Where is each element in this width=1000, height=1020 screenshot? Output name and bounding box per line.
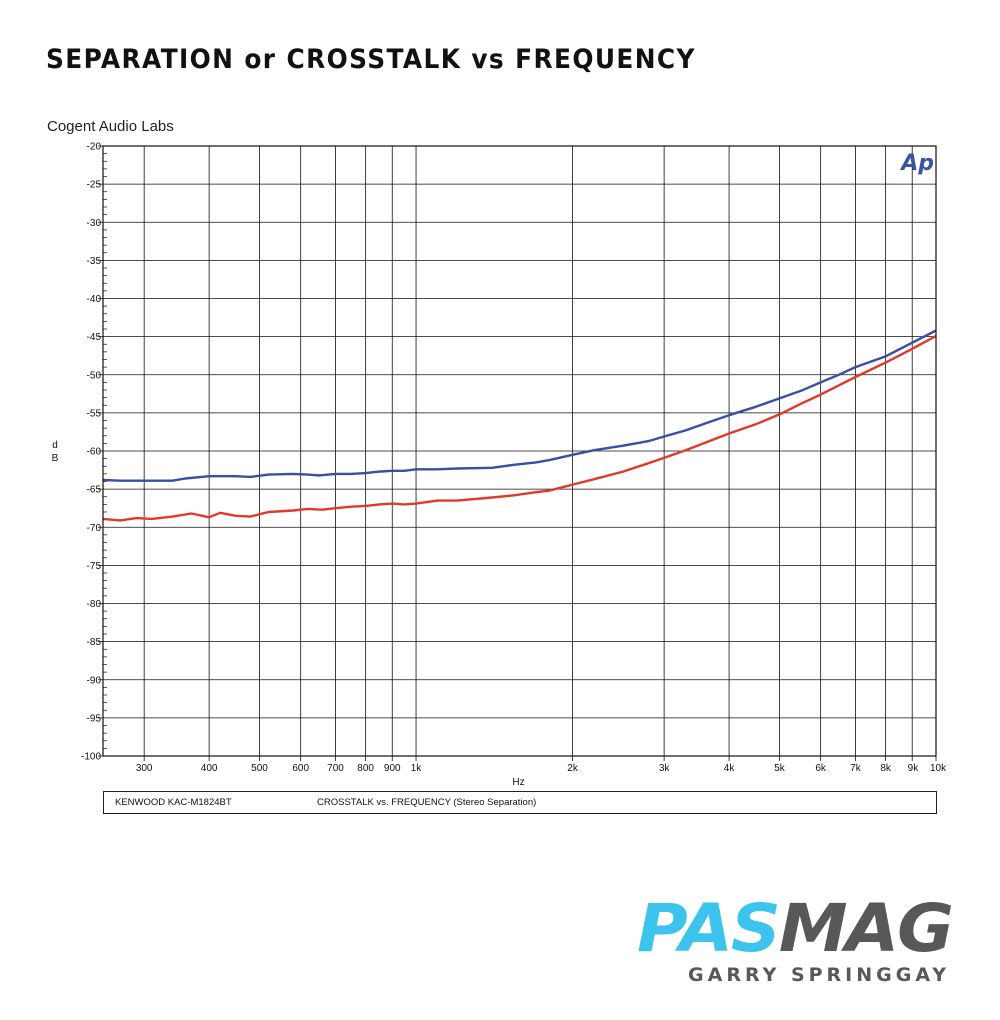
y-tick-label: -30 (87, 218, 102, 229)
x-tick-labels: 300 400 500 600 700 800 900 1k 2k 3k 4k 5k 6k 7k 8k 9k 1… (136, 763, 947, 774)
y-tick-label: -60 (87, 447, 102, 458)
brand-wordmark: PASMAG (637, 896, 954, 962)
y-tick-label: -55 (87, 408, 102, 419)
x-tick-label: 9k (908, 763, 920, 774)
y-tick-label: -50 (87, 370, 102, 381)
plot-frame (102, 145, 937, 757)
y-tick-label: -70 (87, 523, 102, 534)
y-tick-label: -20 (87, 142, 102, 153)
x-tick-label: 900 (384, 763, 401, 774)
x-tick-label: 700 (327, 763, 344, 774)
author-name: GARRY SPRINGGAY (688, 964, 950, 986)
company-name: Cogent Audio Labs (47, 118, 174, 135)
series-line-1 (102, 329, 937, 482)
y-axis-label-d: d (52, 440, 58, 451)
x-tick-label: 3k (659, 763, 671, 774)
y-tick-label: -80 (87, 599, 102, 610)
x-tick-label: 800 (357, 763, 374, 774)
x-tick-label: 8k (880, 763, 892, 774)
y-tick-label: -35 (87, 256, 102, 267)
x-tick-label: 600 (292, 763, 309, 774)
y-tick-label: -95 (87, 713, 102, 724)
y-gridlines (98, 145, 936, 757)
y-axis-label-b: B (52, 453, 59, 464)
pasmag-logo: PASMAG GARRY SPRINGGAY (637, 896, 954, 987)
y-tick-labels: -20 -25 -30 -35 -40 -45 -50 -55 -60 -65 -70 -75 -80 -… (81, 142, 101, 763)
y-tick-label: -90 (87, 675, 102, 686)
brand-part-mag: MAG (778, 890, 954, 967)
y-tick-label: -65 (87, 485, 102, 496)
device-name: KENWOOD KAC-M1824BT (115, 797, 232, 808)
chart-headline: SEPARATION or CROSSTALK vs FREQUENCY (46, 44, 696, 75)
ap-logo: Ap (899, 151, 934, 176)
x-tick-label: 4k (724, 763, 736, 774)
x-tick-label: 400 (201, 763, 218, 774)
x-tick-label: 300 (136, 763, 153, 774)
x-tick-label: 10k (930, 763, 947, 774)
y-tick-label: -85 (87, 637, 102, 648)
x-tick-label: 6k (815, 763, 827, 774)
x-tick-label: 2k (567, 763, 579, 774)
x-axis-label: Hz (512, 777, 524, 788)
y-tick-label: -25 (87, 180, 102, 191)
x-gridlines (143, 146, 937, 761)
x-tick-label: 500 (251, 763, 268, 774)
x-tick-label: 1k (411, 763, 423, 774)
measurement-description: CROSSTALK vs. FREQUENCY (Stereo Separati… (317, 797, 537, 808)
brand-part-pas: PAS (637, 890, 781, 967)
x-tick-label: 5k (774, 763, 786, 774)
series-line-2 (102, 334, 937, 522)
x-tick-label: 7k (850, 763, 862, 774)
series-lines (102, 329, 937, 522)
y-tick-label: -75 (87, 561, 102, 572)
minor-ticks (103, 153, 107, 749)
y-tick-label: -40 (87, 294, 102, 305)
y-tick-label: -100 (81, 752, 101, 763)
chart-footer-box: KENWOOD KAC-M1824BT CROSSTALK vs. FREQUE… (103, 791, 937, 814)
y-tick-label: -45 (87, 332, 102, 343)
